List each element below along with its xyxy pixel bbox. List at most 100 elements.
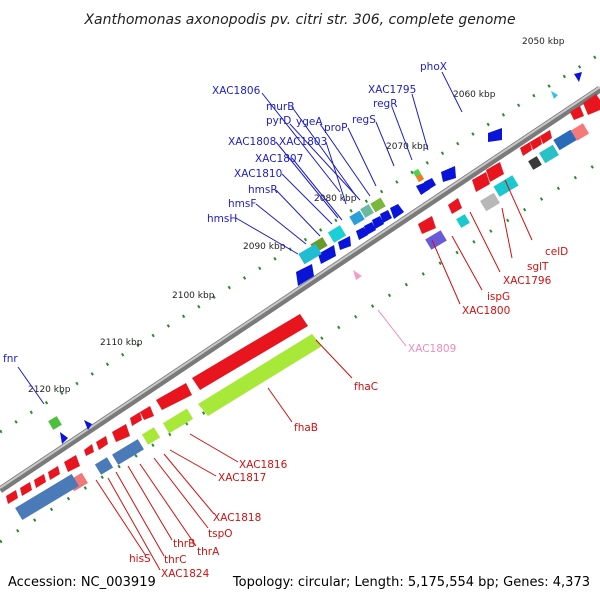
kbp-label: 2120 kbp — [28, 385, 71, 395]
gene-label-thrB: thrB — [173, 538, 195, 550]
gene-arrow — [64, 455, 80, 472]
gene-arrow — [380, 210, 392, 223]
gene-block — [415, 173, 425, 183]
gene-label-XAC1824: XAC1824 — [161, 568, 210, 580]
gene-label-murB: murB — [266, 101, 294, 113]
gene-label-hmsR: hmsR — [248, 184, 278, 196]
label-connector — [163, 453, 215, 515]
gene-label-regR: regR — [373, 98, 398, 110]
inner-feature-blocks — [15, 123, 590, 520]
label-connector — [291, 106, 357, 197]
kbp-label: 2100 kbp — [172, 291, 215, 301]
gene-label-ygeA: ygeA — [296, 116, 323, 128]
label-connector — [261, 92, 341, 193]
gene-label-regS: regS — [352, 114, 376, 126]
gene-block — [298, 243, 322, 265]
gene-arrow — [296, 264, 314, 286]
label-connector — [347, 127, 377, 187]
gene-block — [327, 225, 347, 243]
label-connector — [17, 366, 45, 405]
gene-label-XAC1800: XAC1800 — [462, 305, 510, 317]
label-connector — [281, 173, 333, 225]
gene-block — [528, 156, 542, 170]
gene-arrow — [60, 432, 68, 444]
gene-block — [48, 416, 62, 430]
genome-backbone — [0, 86, 600, 493]
gene-label-XAC1808: XAC1808 — [228, 136, 276, 148]
gene-block — [349, 210, 365, 226]
label-connector — [267, 387, 293, 423]
gene-arrow — [520, 142, 532, 156]
gene-block — [412, 168, 422, 178]
gene-label-XAC1816: XAC1816 — [239, 459, 288, 471]
gene-arrow — [356, 227, 368, 240]
label-connector — [107, 477, 161, 571]
gene-fhaB — [198, 334, 322, 416]
gene-arrow — [486, 162, 504, 182]
gene-arrow — [372, 216, 384, 229]
gene-label-tspO: tspO — [208, 528, 233, 540]
accession-text: Accession: NC_003919 — [8, 575, 156, 590]
outer-gene-labels: phoX XAC1806 XAC1795 murB regR pyrD ygeA… — [3, 61, 447, 365]
label-connector — [391, 106, 413, 161]
label-connector — [115, 471, 165, 557]
gene-label-sglT: sglT — [527, 261, 549, 273]
gene-arrow — [441, 166, 456, 182]
label-connector — [431, 239, 461, 305]
gene-arrow — [570, 106, 584, 120]
gene-label-XAC1795: XAC1795 — [368, 84, 416, 96]
label-connector — [441, 71, 463, 113]
gene-arrow — [488, 128, 502, 142]
gene-block — [480, 192, 500, 212]
gene-arrow — [583, 94, 600, 115]
gene-arrow — [418, 216, 436, 234]
kbp-label: 2080 kbp — [314, 194, 357, 204]
label-connector — [411, 93, 429, 151]
gene-arrow — [353, 270, 362, 280]
gene-arrow — [448, 198, 462, 214]
outer-dot-track — [0, 52, 600, 434]
gene-block — [553, 129, 577, 151]
gene-arrow — [96, 436, 108, 450]
gene-label-fhaC: fhaC — [354, 381, 378, 393]
label-connector — [153, 457, 209, 529]
label-connector — [377, 309, 407, 347]
gene-block — [456, 214, 470, 228]
label-connector — [235, 217, 299, 255]
gene-label-hmsH: hmsH — [207, 213, 237, 225]
gene-block — [162, 408, 194, 434]
genome-backbone-highlight — [0, 86, 600, 489]
label-connector — [169, 449, 217, 477]
gene-arrow — [156, 383, 192, 410]
gene-label-ispG: ispG — [487, 291, 510, 303]
gene-block — [94, 457, 114, 475]
gene-fhaC — [192, 314, 308, 390]
label-connector — [504, 179, 533, 241]
map-title: Xanthomonas axonopodis pv. citri str. 30… — [83, 12, 515, 28]
label-connector — [139, 463, 197, 547]
gene-label-proP: proP — [324, 122, 348, 134]
gene-label-thrC: thrC — [164, 554, 186, 566]
gene-arrow — [530, 136, 542, 150]
gene-arrow — [140, 406, 154, 420]
label-connector — [501, 207, 513, 259]
gene-arrow — [130, 412, 142, 426]
gene-arrow — [84, 420, 92, 430]
inner-label-connectors — [95, 179, 533, 571]
gene-label-XAC1806: XAC1806 — [212, 85, 261, 97]
gene-block — [570, 123, 590, 141]
gene-arrow — [540, 130, 552, 144]
scale-labels: 2050 kbp 2060 kbp 2070 kbp 2080 kbp 2090… — [28, 37, 565, 395]
gene-arrow — [34, 474, 46, 488]
label-connector — [451, 235, 483, 291]
label-connector — [291, 157, 343, 221]
gene-block — [539, 144, 559, 164]
gene-label-fhaB: fhaB — [294, 422, 318, 434]
label-connector — [189, 433, 239, 463]
label-connector — [275, 141, 339, 219]
kbp-label: 2090 kbp — [243, 242, 286, 252]
gene-arrow — [424, 178, 436, 190]
gene-label-thrA: thrA — [197, 546, 220, 558]
gene-block — [493, 175, 519, 197]
label-connector — [275, 189, 321, 237]
